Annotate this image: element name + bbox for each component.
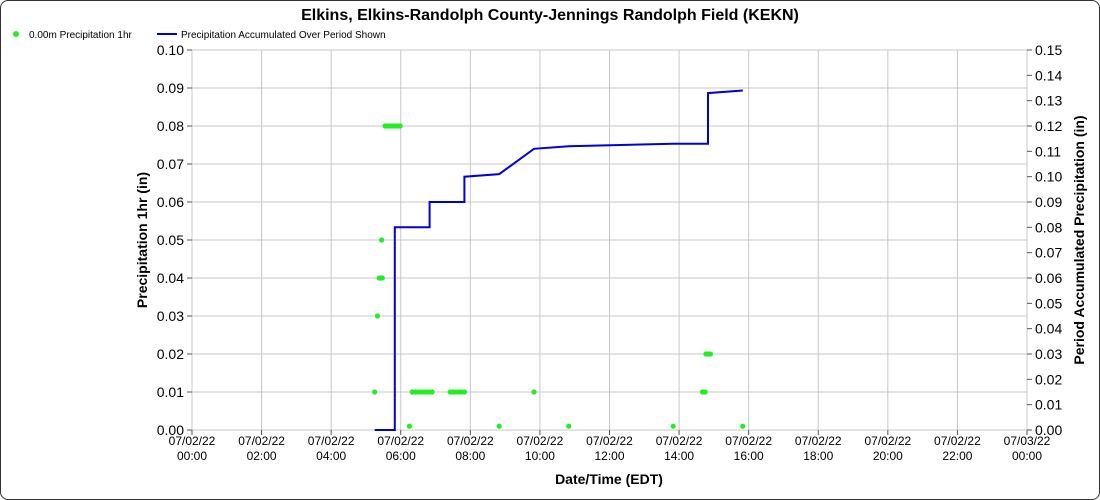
- x-tick-label-time: 06:00: [386, 449, 416, 463]
- x-tick-label-date: 07/02/22: [169, 434, 216, 448]
- x-tick-label-date: 07/02/22: [238, 434, 285, 448]
- precip-1hr-point: [531, 389, 537, 395]
- y2-tick-label: 0.04: [1035, 321, 1062, 337]
- y2-tick-label: 0.14: [1035, 67, 1062, 83]
- x-tick-label-date: 07/02/22: [377, 434, 424, 448]
- precip-1hr-point: [461, 389, 467, 395]
- precip-1hr-point: [707, 351, 714, 357]
- precip-1hr-point: [374, 313, 380, 319]
- y-tick-label: 0.04: [157, 270, 184, 286]
- x-tick-label-date: 07/02/22: [795, 434, 842, 448]
- y-tick-label: 0.08: [157, 118, 184, 134]
- y2-tick-label: 0.15: [1035, 42, 1062, 58]
- y2-axis-ticks: 0.00 0.01 0.02 0.03 0.04 0.05 0.06 0.07 0.08 0.09…: [1027, 42, 1062, 438]
- y2-axis-label: Period Accumulated Precipitation (in): [1071, 115, 1087, 364]
- y-tick-label: 0.09: [157, 80, 184, 96]
- legend-label-precip-1hr: 0.00m Precipitation 1hr: [29, 30, 133, 41]
- precip-1hr-point: [740, 423, 746, 429]
- x-tick-label-date: 07/02/22: [586, 434, 633, 448]
- x-tick-label-date: 07/02/22: [656, 434, 703, 448]
- y2-tick-label: 0.00: [1035, 422, 1062, 438]
- precip-1hr-point: [496, 423, 502, 429]
- x-tick-label-time: 16:00: [734, 449, 764, 463]
- precip-1hr-point: [372, 389, 378, 395]
- x-tick-label-time: 14:00: [664, 449, 694, 463]
- x-tick-label-date: 07/02/22: [934, 434, 981, 448]
- precip-1hr-point: [702, 389, 708, 395]
- y-tick-label: 0.06: [157, 194, 184, 210]
- y2-tick-label: 0.01: [1035, 397, 1062, 413]
- accumulated-series: [374, 89, 743, 431]
- x-tick-label-date: 07/02/22: [864, 434, 911, 448]
- x-tick-label-time: 18:00: [803, 449, 833, 463]
- x-tick-label-time: 10:00: [525, 449, 555, 463]
- x-tick-label-time: 00:00: [177, 449, 207, 463]
- y-tick-label: 0.01: [157, 384, 184, 400]
- precip-1hr-point: [670, 423, 676, 429]
- precip-1hr-point: [379, 237, 385, 243]
- y-tick-label: 0.05: [157, 232, 184, 248]
- y2-tick-label: 0.02: [1035, 371, 1062, 387]
- legend-label-accumulated: Precipitation Accumulated Over Period Sh…: [181, 30, 386, 41]
- y-axis-label: Precipitation 1hr (in): [134, 172, 150, 308]
- precip-1hr-point: [379, 275, 385, 281]
- y2-tick-label: 0.11: [1035, 143, 1061, 159]
- precip-1hr-point: [429, 389, 435, 395]
- y2-tick-label: 0.12: [1035, 118, 1062, 134]
- chart-title: Elkins, Elkins-Randolph County-Jennings …: [301, 7, 799, 24]
- y2-tick-label: 0.07: [1035, 245, 1062, 261]
- y-tick-label: 0.03: [157, 308, 184, 324]
- precip-1hr-point: [397, 123, 403, 129]
- y-tick-label: 0.07: [157, 156, 184, 172]
- precip-1hr-series: [372, 123, 746, 429]
- precip-1hr-point: [566, 423, 572, 429]
- x-tick-label-time: 04:00: [316, 449, 346, 463]
- y2-tick-label: 0.13: [1035, 93, 1062, 109]
- x-tick-label-time: 12:00: [594, 449, 624, 463]
- legend-marker-precip-1hr: [13, 31, 19, 37]
- x-axis-ticks: 07/02/2200:0007/02/2202:0007/02/2204:000…: [169, 430, 1051, 463]
- x-tick-label-date: 07/02/22: [308, 434, 355, 448]
- x-tick-label-time: 22:00: [942, 449, 972, 463]
- y-tick-label: 0.00: [157, 422, 184, 438]
- y2-tick-label: 0.08: [1035, 219, 1062, 235]
- x-tick-label-time: 08:00: [455, 449, 485, 463]
- y2-tick-label: 0.10: [1035, 169, 1062, 185]
- x-tick-label-date: 07/02/22: [447, 434, 494, 448]
- y-tick-label: 0.10: [157, 42, 184, 58]
- precip-1hr-point: [406, 423, 412, 429]
- y2-tick-label: 0.03: [1035, 346, 1062, 362]
- x-tick-label-date: 07/02/22: [517, 434, 564, 448]
- y-axis-ticks: 0.00 0.01 0.02 0.03 0.04 0.05 0.06 0.07 0.08 0.09…: [157, 42, 192, 438]
- y-tick-label: 0.02: [157, 346, 184, 362]
- y2-tick-label: 0.06: [1035, 270, 1062, 286]
- x-tick-label-time: 20:00: [873, 449, 903, 463]
- x-axis-label: Date/Time (EDT): [555, 471, 663, 487]
- x-tick-label-date: 07/02/22: [725, 434, 772, 448]
- accumulated-precip-line: [374, 89, 743, 431]
- legend: 0.00m Precipitation 1hr Precipitation Ac…: [13, 30, 386, 41]
- y2-tick-label: 0.05: [1035, 295, 1062, 311]
- x-tick-label-time: 02:00: [247, 449, 277, 463]
- y2-tick-label: 0.09: [1035, 194, 1062, 210]
- x-tick-label-time: 00:00: [1012, 449, 1042, 463]
- x-tick-label-date: 07/03/22: [1004, 434, 1051, 448]
